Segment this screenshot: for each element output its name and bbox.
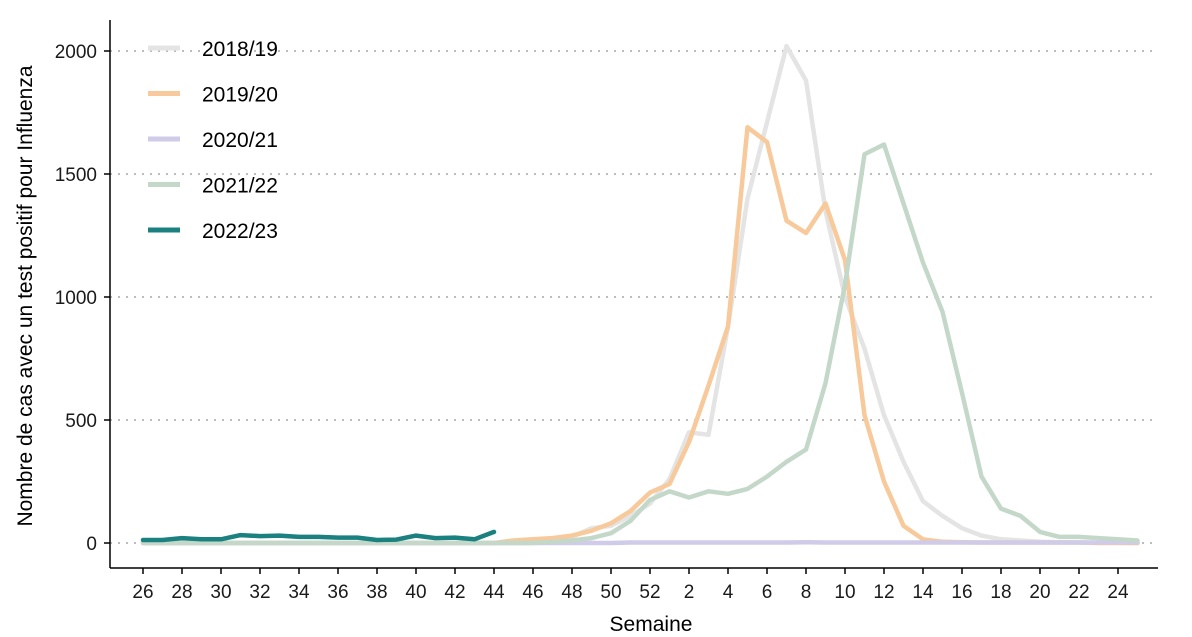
legend-label: 2021/22 — [202, 175, 278, 198]
series-line-2018-19 — [140, 43, 1140, 546]
legend-label: 2019/20 — [202, 84, 278, 107]
x-tick-label: 46 — [522, 582, 543, 603]
x-tick-label: 32 — [249, 582, 270, 603]
x-tick-label: 20 — [1029, 582, 1050, 603]
x-tick-label: 4 — [723, 582, 734, 603]
legend: 2018/19 2019/20 2020/21 2021/22 2022/23 — [148, 38, 278, 243]
x-tick-label: 2 — [684, 582, 695, 603]
y-axis-ticks: 0 500 1000 1500 2000 — [55, 42, 110, 555]
series-line-2021-22 — [140, 142, 1140, 546]
y-axis-title: Nombre de cas avec un test positif pour … — [14, 65, 37, 526]
x-tick-label: 14 — [912, 582, 934, 603]
x-tick-label: 8 — [801, 582, 812, 603]
x-tick-label: 22 — [1068, 582, 1089, 603]
x-tick-label: 52 — [639, 582, 660, 603]
series-lines — [140, 43, 1140, 546]
series-line-2022-23 — [140, 529, 497, 543]
x-tick-label: 48 — [561, 582, 582, 603]
x-tick-label: 30 — [210, 582, 231, 603]
x-tick-label: 28 — [171, 582, 192, 603]
x-tick-label: 42 — [444, 582, 465, 603]
y-tick-label: 500 — [65, 411, 97, 432]
x-tick-label: 38 — [366, 582, 387, 603]
x-tick-label: 26 — [132, 582, 153, 603]
x-tick-label: 6 — [762, 582, 773, 603]
x-tick-label: 50 — [600, 582, 621, 603]
x-tick-label: 40 — [405, 582, 426, 603]
x-tick-label: 44 — [483, 582, 505, 603]
legend-label: 2020/21 — [202, 129, 278, 152]
y-tick-label: 2000 — [55, 42, 97, 63]
legend-label: 2022/23 — [202, 220, 278, 243]
x-tick-label: 18 — [990, 582, 1011, 603]
gridlines — [110, 50, 1158, 544]
x-tick-label: 16 — [951, 582, 972, 603]
x-tick-label: 10 — [834, 582, 855, 603]
y-tick-label: 1000 — [55, 288, 97, 309]
x-tick-label: 36 — [327, 582, 348, 603]
x-tick-label: 12 — [873, 582, 894, 603]
x-axis-ticks: 26 28 30 32 34 36 38 40 42 44 46 48 50 52 2 4 6 8 10 12 14 16… — [132, 568, 1129, 603]
legend-label: 2018/19 — [202, 38, 278, 61]
series-line-2019-20 — [140, 125, 1140, 546]
x-axis-title: Semaine — [610, 613, 693, 636]
x-tick-label: 34 — [288, 582, 310, 603]
y-tick-label: 1500 — [55, 165, 97, 186]
y-tick-label: 0 — [86, 534, 97, 555]
x-tick-label: 24 — [1107, 582, 1129, 603]
